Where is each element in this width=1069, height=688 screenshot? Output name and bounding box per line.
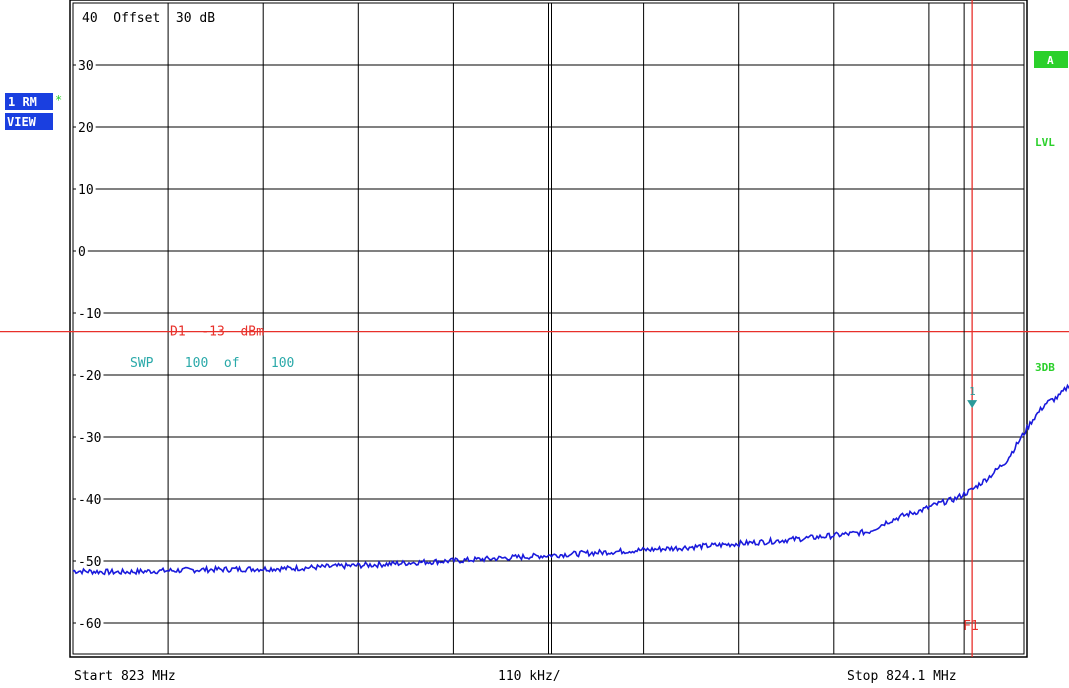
- y-tick-label: 20: [78, 121, 94, 136]
- start-frequency-label: Start 823 MHz: [74, 669, 176, 684]
- frequency-line: [963, 0, 973, 657]
- stop-frequency-label: Stop 824.1 MHz: [847, 669, 957, 684]
- y-tick-label: -60: [78, 617, 101, 632]
- right-lvl-label: LVL: [1035, 136, 1055, 149]
- y-tick-label-bg: [76, 245, 88, 260]
- y-tick-label: 30: [78, 59, 94, 74]
- reference-offset-text: 40 Offset 30 dB: [82, 11, 215, 26]
- grid: [73, 3, 1024, 654]
- y-tick-label: 0: [78, 245, 86, 260]
- view-label-box: [5, 113, 53, 130]
- right-3db-label: 3DB: [1035, 361, 1055, 374]
- marker-1-triangle: [967, 400, 978, 409]
- right-a-label: A: [1047, 54, 1054, 67]
- y-tick-label-bg: [76, 493, 104, 508]
- y-tick-label: -30: [78, 431, 101, 446]
- y-tick-label: 10: [78, 183, 94, 198]
- y-tick-label-bg: [76, 307, 104, 322]
- display-line-label: D1 -13 dBm: [170, 325, 264, 340]
- y-tick-label-bg: [76, 617, 104, 632]
- y-tick-label-bg: [76, 59, 96, 74]
- y-tick-label: -10: [78, 307, 101, 322]
- right-a-box: [1034, 51, 1068, 68]
- y-tick-label: -50: [78, 555, 101, 570]
- trace-star: *: [55, 93, 62, 107]
- marker-1: [967, 400, 978, 409]
- view-label: VIEW: [7, 115, 37, 129]
- y-tick-label-bg: [76, 183, 96, 198]
- y-tick-label: -40: [78, 493, 101, 508]
- span-per-division-label: 110 kHz/: [498, 669, 561, 684]
- y-tick-label: -20: [78, 369, 101, 384]
- spectrum-trace: [72, 383, 1069, 576]
- trace-label-box: [5, 93, 53, 110]
- marker-1-label: 1: [969, 385, 976, 398]
- y-tick-label-bg: [76, 121, 96, 136]
- y-tick-labels: 30 20 10 0 -10 -20 -30 -40 -50 -60: [76, 59, 104, 632]
- frequency-line-label: F1: [963, 619, 979, 634]
- sweep-count-label: SWP 100 of 100: [130, 356, 294, 371]
- trace-label: 1 RM: [8, 95, 37, 109]
- y-tick-label-bg: [76, 431, 104, 446]
- y-tick-label-bg: [76, 555, 104, 570]
- y-tick-label-bg: [76, 369, 104, 384]
